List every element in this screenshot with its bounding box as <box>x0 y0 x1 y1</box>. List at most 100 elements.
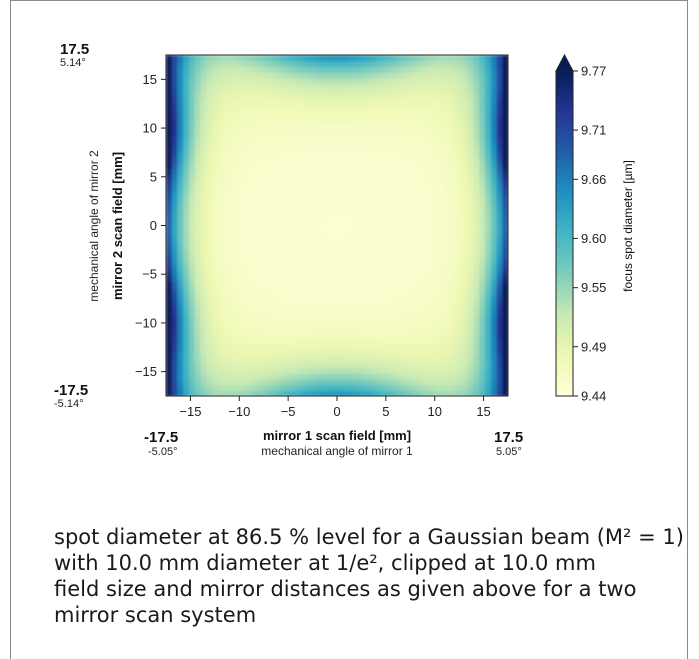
heatmap-cell <box>177 305 184 312</box>
heatmap-cell <box>217 316 224 323</box>
heatmap-cell <box>331 89 338 96</box>
heatmap-cell <box>171 140 178 147</box>
heatmap-cell <box>371 123 378 130</box>
heatmap-cell <box>177 253 184 261</box>
heatmap-cell <box>405 322 412 329</box>
heatmap-cell <box>394 197 401 204</box>
heatmap-cell <box>319 123 327 130</box>
heatmap-cell <box>325 253 332 261</box>
heatmap-cell <box>354 185 361 192</box>
heatmap-cell <box>433 310 441 318</box>
heatmap-cell <box>422 128 429 136</box>
heatmap-cell <box>485 219 492 227</box>
heatmap-cell <box>342 310 349 318</box>
heatmap-cell <box>388 191 395 198</box>
heatmap-cell <box>251 151 258 158</box>
heatmap-cell <box>205 305 213 312</box>
heatmap-cell <box>388 350 395 357</box>
heatmap-cell <box>394 378 401 386</box>
heatmap-cell <box>177 162 184 170</box>
heatmap-cell <box>217 100 224 107</box>
heatmap-cell <box>462 225 469 232</box>
heatmap-cell <box>359 265 367 272</box>
heatmap-cell <box>183 356 190 363</box>
heatmap-cell <box>211 316 218 323</box>
heatmap-cell <box>479 322 486 329</box>
heatmap-cell <box>234 214 241 221</box>
heatmap-cell <box>462 378 469 386</box>
heatmap-cell <box>354 361 361 369</box>
heatmap-cell <box>319 208 327 215</box>
heatmap-cell <box>416 367 424 374</box>
heatmap-cell <box>166 219 173 227</box>
heatmap-cell <box>285 259 292 266</box>
heatmap-cell <box>416 134 424 141</box>
heatmap-cell <box>342 373 349 380</box>
heatmap-cell <box>291 282 298 289</box>
heatmap-cell <box>211 83 218 90</box>
heatmap-cell <box>325 288 332 295</box>
heatmap-cell <box>194 83 201 90</box>
heatmap-cell <box>183 111 190 119</box>
heatmap-cell <box>257 248 264 255</box>
heatmap-cell <box>262 168 270 175</box>
heatmap-cell <box>365 378 372 386</box>
heatmap-cell <box>262 333 270 340</box>
heatmap-cell <box>274 162 281 170</box>
heatmap-cell <box>416 197 424 204</box>
heatmap-cell <box>257 180 264 187</box>
heatmap-cell <box>376 333 384 340</box>
heatmap-cell <box>416 361 424 369</box>
heatmap-cell <box>496 134 503 141</box>
heatmap-cell <box>502 128 508 136</box>
y-bottom-corner-label: -17.5 <box>54 382 88 399</box>
heatmap-cell <box>297 339 304 346</box>
heatmap-cell <box>171 231 178 238</box>
heatmap-cell <box>382 180 389 187</box>
heatmap-cell <box>245 174 253 181</box>
heatmap-cell <box>166 66 173 73</box>
heatmap-cell <box>394 117 401 124</box>
heatmap-cell <box>502 316 508 323</box>
heatmap-cell <box>325 180 332 187</box>
y-tick-label: 10 <box>143 121 157 136</box>
heatmap-cell <box>496 94 503 102</box>
heatmap-cell <box>331 197 338 204</box>
heatmap-cell <box>490 390 498 396</box>
heatmap-cell <box>228 236 235 244</box>
heatmap-cell <box>411 361 418 369</box>
heatmap-cell <box>428 219 435 227</box>
heatmap-cell <box>183 253 190 261</box>
heatmap-cell <box>428 191 435 198</box>
heatmap-cell <box>171 305 178 312</box>
heatmap-cell <box>188 293 196 300</box>
heatmap-cell <box>325 157 332 164</box>
heatmap-cell <box>211 72 218 79</box>
heatmap-cell <box>473 231 481 238</box>
heatmap-cell <box>171 219 178 227</box>
heatmap-cell <box>342 94 349 102</box>
heatmap-cell <box>251 174 258 181</box>
heatmap-cell <box>411 117 418 124</box>
heatmap-cell <box>274 322 281 329</box>
heatmap-cell <box>228 225 235 232</box>
heatmap-cell <box>251 123 258 130</box>
heatmap-cell <box>211 197 218 204</box>
heatmap-cell <box>245 77 253 85</box>
heatmap-cell <box>166 151 173 158</box>
heatmap-cell <box>217 83 224 90</box>
heatmap-cell <box>297 60 304 67</box>
heatmap-cell <box>485 157 492 164</box>
heatmap-cell <box>314 253 321 261</box>
heatmap-cell <box>314 123 321 130</box>
heatmap-cell <box>251 293 258 300</box>
heatmap-cell <box>297 316 304 323</box>
heatmap-cell <box>468 185 475 192</box>
heatmap-cell <box>416 128 424 136</box>
heatmap-cell <box>337 83 344 90</box>
heatmap-cell <box>325 270 332 278</box>
heatmap-cell <box>331 310 338 318</box>
heatmap-cell <box>479 282 486 289</box>
heatmap-cell <box>382 168 389 175</box>
heatmap-cell <box>394 373 401 380</box>
